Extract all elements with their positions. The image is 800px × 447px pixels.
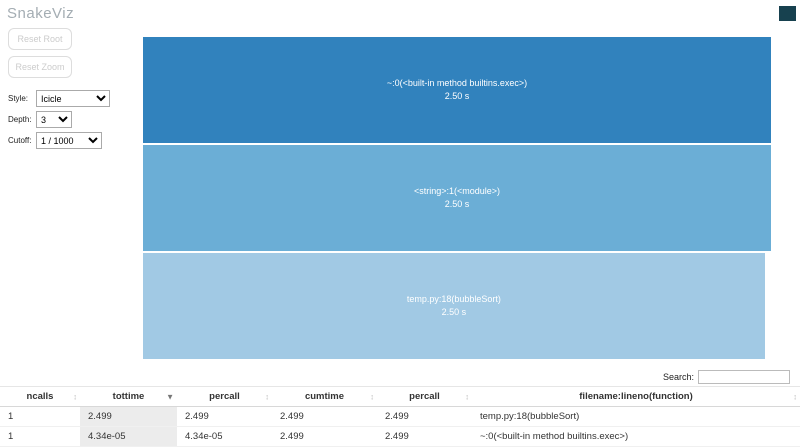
table-header-row: ncalls ↕ tottime ▼ percall ↕ cumtime ↕ percall ↕ f… (0, 386, 800, 407)
table-cell: 1 (0, 406, 80, 427)
column-header-label: filename:lineno(function) (579, 391, 693, 402)
icicle-frame[interactable]: ~:0(<built-in method builtins.exec>) 2.50… (143, 37, 771, 143)
cutoff-select[interactable]: 1 / 1000 (36, 132, 102, 149)
table-cell: 4.34e-05 (177, 426, 272, 447)
frame-label: temp.py:18(bubbleSort) (406, 293, 501, 304)
sort-icon: ↕ (465, 392, 469, 401)
column-header-percall[interactable]: percall ↕ (377, 386, 472, 407)
table-cell: 1 (0, 426, 80, 447)
column-header-label: percall (409, 391, 440, 402)
table-cell: temp.py:18(bubbleSort) (472, 406, 800, 427)
column-header-percall[interactable]: percall ↕ (177, 386, 272, 407)
style-select[interactable]: Icicle (36, 90, 110, 107)
icicle-frame[interactable]: temp.py:18(bubbleSort) 2.50 s (143, 253, 765, 359)
table-cell: ~:0(<built-in method builtins.exec>) (472, 426, 800, 447)
column-header-ncalls[interactable]: ncalls ↕ (0, 386, 80, 407)
corner-icon[interactable] (779, 6, 796, 21)
frame-time: 2.50 s (444, 91, 470, 101)
search-row: Search: (663, 370, 790, 384)
column-header-filename-lineno-function-[interactable]: filename:lineno(function) ↕ (472, 386, 800, 407)
table-cell: 2.499 (80, 406, 177, 427)
sort-icon: ↕ (370, 392, 374, 401)
sort-icon: ↕ (265, 392, 269, 401)
table-cell: 2.499 (272, 426, 377, 447)
column-header-label: ncalls (26, 391, 54, 402)
table-cell: 4.34e-05 (80, 426, 177, 447)
reset-root-button[interactable]: Reset Root (8, 28, 72, 50)
frame-label: <string>:1(<module>) (413, 185, 501, 196)
column-header-label: percall (209, 391, 240, 402)
depth-select[interactable]: 3 (36, 111, 72, 128)
table-cell: 2.499 (272, 406, 377, 427)
chart-controls: Style: Icicle Depth: 3 Cutoff: 1 / 1000 (8, 90, 140, 149)
table-cell: 2.499 (377, 426, 472, 447)
frame-label: ~:0(<built-in method builtins.exec>) (386, 77, 528, 88)
cutoff-label: Cutoff: (8, 136, 32, 145)
table-row[interactable]: 1 4.34e-05 4.34e-05 2.499 2.499 ~:0(<built-in… (0, 426, 800, 447)
icicle-frame[interactable]: <string>:1(<module>) 2.50 s (143, 145, 771, 251)
search-input[interactable] (698, 370, 790, 384)
frame-time: 2.50 s (444, 199, 470, 209)
sidebar: Reset Root Reset Zoom Style: Icicle Dept… (8, 28, 140, 153)
column-header-tottime[interactable]: tottime ▼ (80, 386, 177, 407)
table-cell: 2.499 (377, 406, 472, 427)
column-header-label: tottime (112, 391, 145, 402)
sort-icon: ↕ (793, 392, 797, 401)
app-title: SnakeViz (7, 5, 75, 22)
icicle-chart: ~:0(<built-in method builtins.exec>) 2.50… (143, 37, 771, 361)
table-cell: 2.499 (177, 406, 272, 427)
sort-icon: ↕ (73, 392, 77, 401)
column-header-label: cumtime (304, 391, 345, 402)
depth-label: Depth: (8, 115, 32, 124)
style-label: Style: (8, 94, 29, 103)
search-label: Search: (662, 372, 694, 382)
column-header-cumtime[interactable]: cumtime ↕ (272, 386, 377, 407)
sort-desc-icon: ▼ (166, 392, 174, 401)
stats-table: ncalls ↕ tottime ▼ percall ↕ cumtime ↕ percall ↕ f… (0, 386, 800, 447)
reset-zoom-button[interactable]: Reset Zoom (8, 56, 72, 78)
table-row[interactable]: 1 2.499 2.499 2.499 2.499 temp.py:18(bubbleSo… (0, 406, 800, 427)
frame-time: 2.50 s (441, 307, 467, 317)
